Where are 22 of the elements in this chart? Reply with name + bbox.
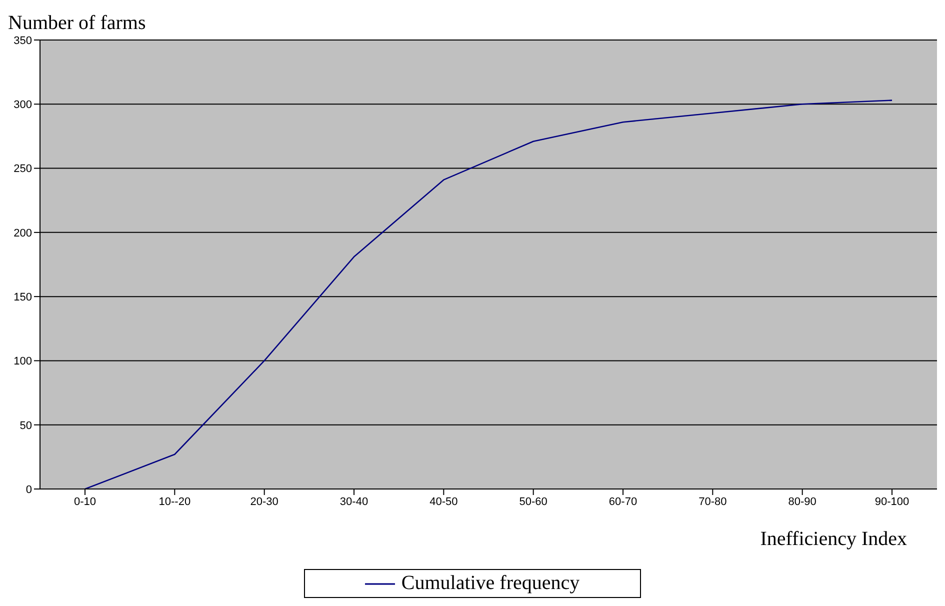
y-tick-label: 100 [14,356,32,368]
x-tick-label: 30-40 [340,496,368,508]
y-tick-label: 350 [14,34,32,47]
y-tick-label: 300 [14,99,32,112]
y-axis-title: Number of farms [8,12,146,35]
x-tick-label: 60-70 [608,496,638,508]
legend-label: Cumulative frequency [400,572,580,595]
y-tick-label: 50 [20,420,32,432]
x-tick-label: 10--20 [158,496,191,508]
x-tick-label: 40-50 [430,496,458,508]
x-tick-label: 20-30 [250,496,278,508]
y-tick-label: 250 [14,163,32,176]
x-axis-title: Inefficiency Index [760,528,907,551]
x-tick-label: 50-60 [519,496,548,508]
y-tick-label: 200 [14,227,32,240]
y-tick-label: 150 [14,291,32,304]
x-tick-label: 0-10 [74,496,96,508]
line-series [84,100,893,489]
y-tick-label: 0 [26,484,32,496]
x-tick-label: 70-80 [698,496,727,508]
x-tick-label: 80-90 [788,496,816,508]
x-tick-label: 90-100 [874,496,910,508]
